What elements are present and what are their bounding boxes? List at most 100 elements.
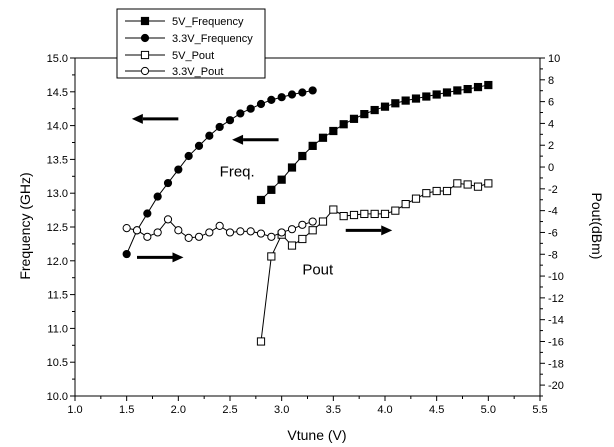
data-point (246, 104, 255, 113)
series-2 (256, 179, 493, 346)
data-point (401, 200, 410, 209)
data-point (153, 192, 162, 201)
data-point (174, 226, 183, 235)
data-point (236, 227, 245, 236)
arrow-head (232, 134, 244, 145)
data-point (442, 88, 452, 97)
data-point (225, 228, 235, 237)
y-tick-label: 14.5 (47, 87, 68, 99)
series-line (260, 182, 489, 342)
data-point (411, 94, 421, 103)
y2-tick-label: -6 (548, 227, 558, 239)
data-point (318, 217, 328, 226)
data-point (256, 337, 266, 346)
data-point (432, 186, 441, 196)
y-axis-label: Frequency (GHz) (17, 172, 33, 279)
y2-tick-label: -18 (548, 358, 564, 370)
x-tick-label: 4.5 (429, 404, 444, 416)
data-point (463, 180, 472, 189)
data-point (194, 141, 204, 150)
data-point (298, 220, 307, 229)
data-point (267, 95, 276, 105)
data-point (349, 210, 359, 220)
arrow-head (131, 113, 143, 124)
data-point (277, 93, 286, 102)
series-0 (256, 80, 493, 205)
data-point (463, 84, 472, 94)
data-point (256, 229, 266, 238)
x-tick-label: 5.0 (481, 404, 496, 416)
data-point (267, 185, 276, 194)
data-point (225, 116, 235, 125)
x-tick-label: 5.5 (532, 404, 547, 416)
data-point (287, 90, 297, 99)
data-point (153, 228, 162, 237)
y-tick-label: 11.0 (47, 323, 68, 335)
series-1 (122, 86, 317, 259)
data-point (267, 232, 276, 241)
data-point (298, 88, 307, 97)
data-point (349, 114, 359, 123)
data-point (453, 86, 462, 95)
y2-tick-label: -8 (548, 249, 558, 261)
data-point (287, 225, 297, 234)
y-tick-label: 10.0 (47, 391, 68, 403)
data-point (298, 151, 307, 161)
y-tick-label: 13.0 (47, 188, 68, 200)
data-point (122, 223, 131, 233)
axes: 1.0 1.5 2.0 2.5 3.0 3.5 4.0 4.5 5.0 5.5 10.0 10.5 11… (47, 53, 564, 416)
data-point (308, 226, 317, 235)
legend-label-3v3-frequency: 3.3V_Frequency (172, 33, 253, 45)
data-point (287, 241, 297, 250)
annotation-pout: Pout (302, 261, 334, 278)
data-point (473, 82, 483, 92)
data-point (411, 194, 421, 203)
data-point (205, 131, 214, 140)
legend: 5V_Frequency 3.3V_Frequency 5V_Pout 3.3V… (116, 8, 266, 79)
x-tick-label: 3.5 (326, 404, 341, 416)
data-point (143, 232, 152, 241)
data-point (370, 209, 379, 219)
data-point (453, 179, 462, 188)
y2-tick-label: -14 (548, 315, 564, 327)
annotations: Freq. Pout (131, 113, 393, 278)
y2-tick-label: 6 (548, 97, 554, 109)
data-point (442, 186, 452, 196)
arrow-head (172, 252, 184, 263)
x-tick-label: 4.0 (377, 404, 392, 416)
y2-tick-label: -4 (548, 206, 558, 218)
y-tick-label: 12.5 (47, 222, 68, 234)
x-axis-label: Vtune (V) (287, 427, 346, 443)
data-point (308, 141, 317, 150)
data-point (401, 96, 410, 105)
data-point (287, 163, 297, 172)
plot-frame (74, 57, 541, 397)
data-point (256, 195, 266, 205)
x-tick-label: 3.0 (274, 404, 289, 416)
data-point (422, 189, 431, 198)
y2-tick-label: 10 (548, 53, 560, 65)
data-point (246, 227, 255, 236)
data-point (391, 99, 400, 108)
data-point (370, 105, 379, 115)
y2-axis-label: Pout(dBm) (589, 193, 605, 260)
data-point (484, 80, 493, 90)
data-point (391, 206, 400, 215)
x-tick-label: 1.0 (67, 404, 82, 416)
y2-tick-label: -20 (548, 380, 564, 392)
data-point (380, 102, 390, 111)
data-point (143, 209, 152, 218)
data-point (215, 221, 224, 231)
y2-tick-label: -16 (548, 336, 564, 348)
data-point (339, 120, 348, 129)
data-point (215, 122, 224, 132)
y2-tick-label: -10 (548, 271, 564, 283)
data-point (256, 99, 266, 109)
legend-label-5v-frequency: 5V_Frequency (172, 16, 244, 28)
y-tick-label: 14.0 (47, 121, 68, 133)
data-point (360, 110, 369, 119)
arrow-head (381, 225, 393, 236)
data-point (184, 233, 193, 243)
data-point (329, 126, 338, 136)
